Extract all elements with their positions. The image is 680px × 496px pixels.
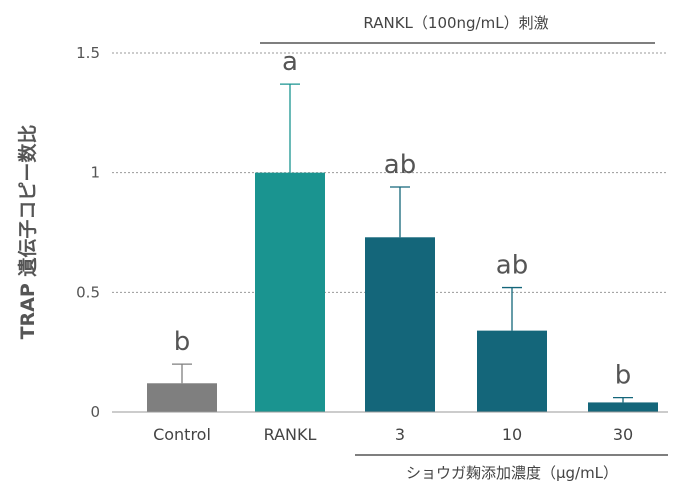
- category-label: 10: [502, 425, 522, 444]
- significance-label: a: [282, 47, 298, 77]
- significance-label: b: [615, 361, 632, 391]
- y-tick-label: 1.5: [76, 44, 100, 62]
- category-labels: Control RANKL 3 10 30: [153, 425, 633, 444]
- category-label: Control: [153, 425, 211, 444]
- error-bars: [172, 83, 633, 403]
- bar: [255, 172, 325, 412]
- bar: [477, 330, 547, 412]
- significance-label: ab: [496, 251, 528, 281]
- bar: [365, 237, 435, 412]
- category-label: RANKL: [264, 425, 317, 444]
- category-label: 30: [613, 425, 633, 444]
- y-tick-label: 1: [90, 164, 100, 182]
- y-axis-ticks: 0 0.5 1 1.5: [76, 44, 100, 421]
- bars: [147, 172, 658, 412]
- y-tick-label: 0: [90, 403, 100, 421]
- bar: [147, 383, 217, 412]
- bottom-bracket-label: ショウガ麹添加濃度（μg/mL）: [406, 464, 618, 482]
- y-axis-label: TRAP 遺伝子コピー数比: [16, 125, 39, 340]
- significance-labels: b a ab ab b: [174, 47, 632, 391]
- significance-label: b: [174, 327, 191, 357]
- top-bracket-label: RANKL（100ng/mL）刺激: [363, 14, 548, 32]
- y-tick-label: 0.5: [76, 283, 100, 301]
- category-label: 3: [395, 425, 405, 444]
- bar: [588, 402, 658, 412]
- significance-label: ab: [384, 150, 416, 180]
